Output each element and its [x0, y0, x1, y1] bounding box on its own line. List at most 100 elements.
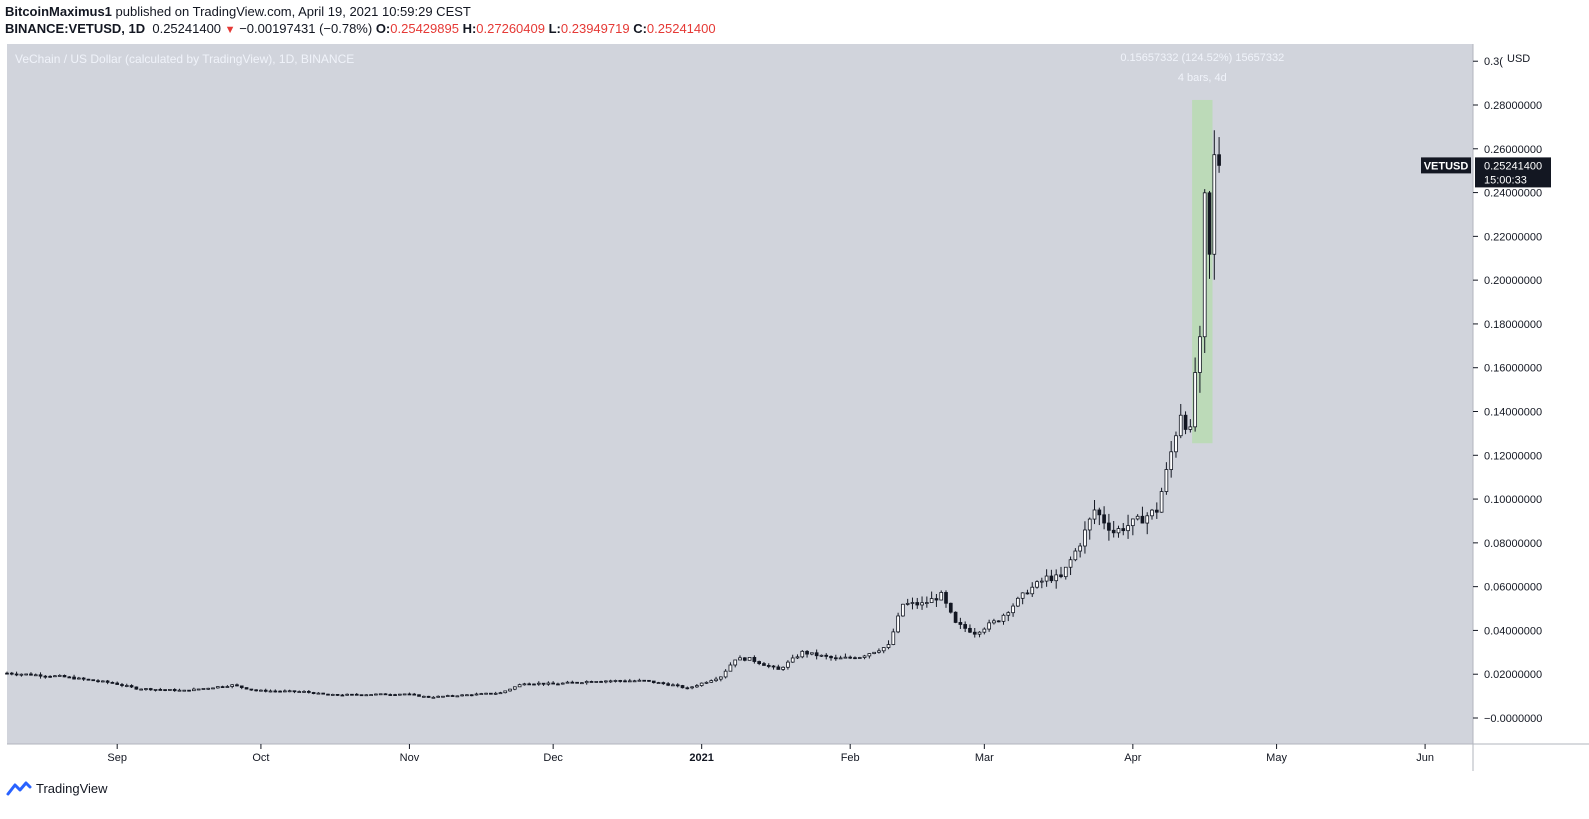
close-label: C:: [633, 21, 647, 36]
candle-body: [512, 686, 517, 690]
candle-body: [968, 627, 972, 633]
candle-body: [120, 684, 124, 686]
candle-body: [872, 651, 876, 654]
candle-body: [790, 657, 795, 663]
candle-body: [695, 685, 699, 688]
candle-body: [292, 690, 297, 693]
candle-body: [1059, 574, 1063, 578]
low-value: 0.23949719: [560, 21, 630, 36]
candle-body: [1202, 192, 1207, 338]
published-text: published on TradingView.com, April 19, …: [111, 4, 471, 19]
time-axis[interactable]: [7, 744, 1473, 771]
x-tick-label: Mar: [975, 752, 994, 764]
candle-body: [1044, 575, 1049, 582]
candle-body: [57, 674, 62, 677]
candle-body: [982, 628, 987, 633]
x-tick-label: Feb: [841, 752, 860, 764]
candle-body: [814, 652, 819, 657]
candle-body: [704, 681, 709, 684]
candle-body: [465, 694, 469, 697]
candle-body: [805, 650, 809, 655]
candle-body: [33, 674, 38, 677]
publisher-name[interactable]: BitcoinMaximus1: [5, 4, 112, 19]
candle-body: [196, 688, 201, 691]
candle-body: [364, 694, 369, 697]
candle-body: [5, 672, 9, 675]
candle-body: [671, 684, 675, 687]
candle-body: [833, 657, 838, 660]
candle-body: [398, 693, 402, 696]
candle-body: [1111, 529, 1116, 534]
candle-body: [383, 693, 388, 696]
candle-body: [220, 686, 225, 689]
candle-body: [1068, 559, 1073, 568]
tradingview-logo[interactable]: TradingView: [6, 780, 108, 796]
candle-body: [1207, 192, 1212, 255]
candle-body: [580, 682, 584, 685]
candle-body: [412, 693, 417, 696]
candle-body: [302, 690, 306, 693]
candle-body: [426, 695, 431, 698]
candle-body: [838, 657, 843, 660]
y-axis-ticks: 0.3(0.28000000 0.26000000 0.24000000 0.2200…: [1473, 56, 1542, 725]
candle-body: [762, 663, 766, 666]
candle-body: [1159, 491, 1164, 513]
candle-body: [388, 694, 393, 696]
candle-body: [1150, 509, 1154, 517]
candle-body: [460, 694, 464, 697]
candle-body: [771, 665, 776, 668]
price-badge-value: 0.25241400: [1484, 160, 1542, 172]
high-value: 0.27260409: [476, 21, 545, 36]
candle-body: [24, 673, 29, 676]
candle-body: [402, 693, 407, 696]
candle-body: [1073, 550, 1078, 561]
candle-body: [848, 656, 853, 659]
candle-body: [1178, 414, 1183, 437]
down-arrow-icon: ▼: [224, 24, 236, 36]
candle-body: [431, 696, 436, 699]
candle-body: [517, 684, 522, 688]
candle-body: [723, 670, 728, 678]
candle-body: [661, 682, 666, 685]
candle-body: [867, 653, 872, 657]
candle-body: [498, 692, 503, 695]
candle-body: [436, 695, 441, 698]
candle-body: [891, 631, 896, 645]
measurement-text-top: 0.15657332 (124.52%) 15657332: [1120, 52, 1284, 64]
candle-body: [306, 690, 311, 693]
x-tick-label: Jun: [1416, 752, 1434, 764]
candle-body: [1198, 336, 1202, 373]
candle-body: [666, 683, 670, 686]
candle-body: [929, 598, 934, 603]
candle-body: [738, 657, 742, 661]
candle-body: [1001, 614, 1006, 622]
candle-body: [211, 687, 215, 690]
candle-body: [886, 644, 891, 648]
candle-body: [354, 693, 359, 696]
measurement-layer: 0.15657332 (124.52%) 15657332 4 bars, 4d: [1120, 52, 1284, 444]
candle-body: [987, 622, 991, 630]
candle-body: [752, 657, 757, 662]
candle-body: [479, 693, 484, 695]
candle-body: [297, 691, 302, 693]
candle-body: [541, 682, 546, 685]
candle-body: [618, 680, 623, 682]
candle-body: [757, 661, 762, 664]
tradingview-brand: TradingView: [36, 780, 108, 796]
candle-body: [877, 650, 881, 653]
candle-body: [316, 692, 321, 695]
candle-body: [273, 690, 278, 693]
candle-body: [1030, 586, 1035, 595]
candle-body: [177, 689, 182, 692]
candle-body: [800, 650, 805, 658]
candle-body: [330, 694, 335, 696]
candle-body: [91, 679, 96, 682]
candle-body: [776, 666, 781, 670]
candle-body: [43, 675, 48, 678]
plot-area[interactable]: [7, 44, 1473, 744]
candle-body: [326, 693, 330, 696]
candle-body: [709, 680, 714, 683]
candle-body: [556, 683, 560, 686]
candle-body: [259, 689, 263, 692]
